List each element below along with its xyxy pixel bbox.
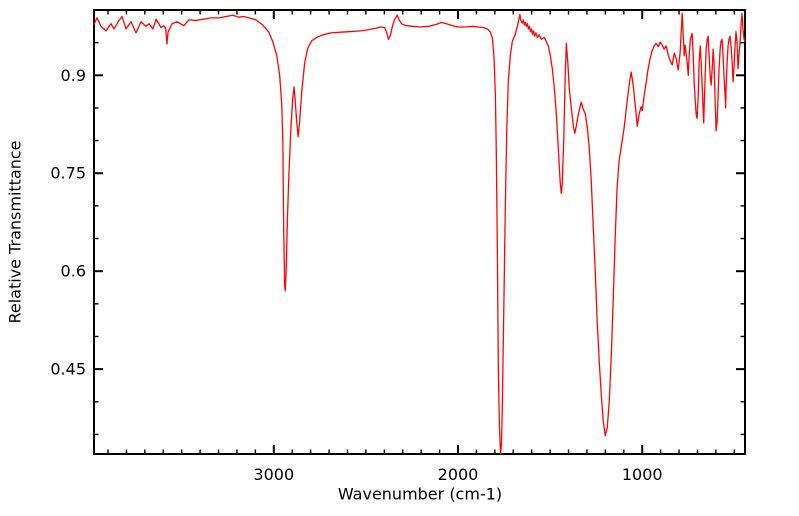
y-tick-label: 0.75 — [50, 164, 86, 183]
x-tick-label: 3000 — [253, 465, 294, 484]
spectrum-line — [93, 12, 746, 455]
y-tick-label: 0.9 — [61, 66, 86, 85]
y-tick-label: 0.6 — [61, 262, 86, 281]
x-tick-label: 1000 — [622, 465, 663, 484]
plot-frame — [93, 9, 746, 455]
x-tick-label: 2000 — [438, 465, 479, 484]
y-axis-title: Relative Transmittance — [5, 140, 25, 324]
y-tick-label: 0.45 — [50, 360, 86, 379]
x-axis-title: Wavenumber (cm-1) — [337, 484, 503, 504]
